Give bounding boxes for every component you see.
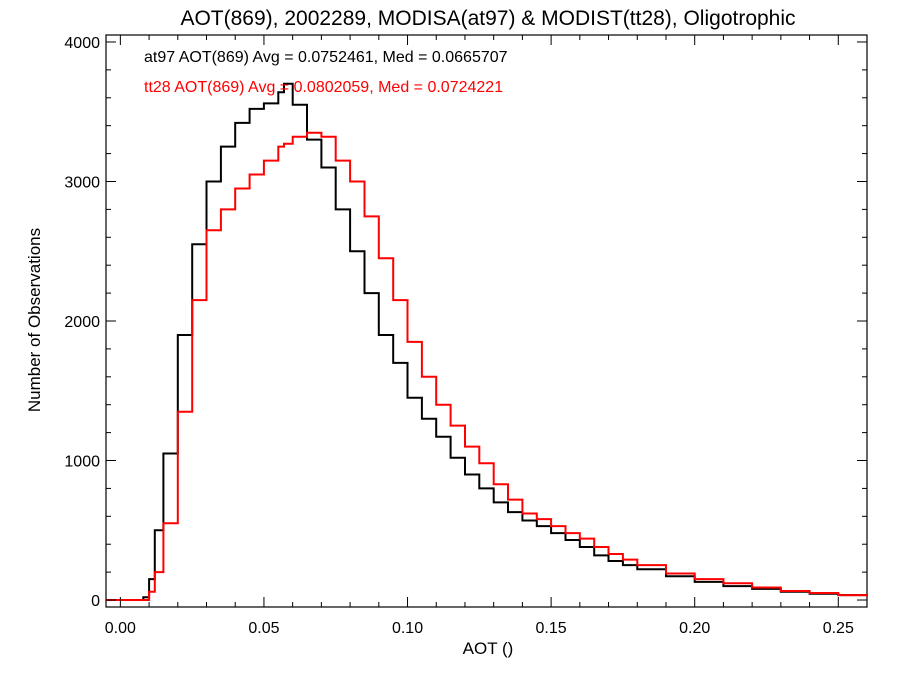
plot-area-frame: [105, 34, 868, 608]
annotation-at97-stats: at97 AOT(869) Avg = 0.0752461, Med = 0.0…: [144, 49, 508, 66]
annotation-tt28-stats: tt28 AOT(869) Avg = 0.0802059, Med = 0.0…: [144, 79, 503, 96]
x-tick-label: 0.25: [823, 620, 854, 637]
y-tick-label: 4000: [64, 35, 100, 52]
x-tick-label: 0.20: [679, 620, 710, 637]
x-tick-label: 0.15: [536, 620, 567, 637]
y-axis-label: Number of Observations: [25, 228, 44, 412]
x-tick-label: 0.10: [392, 620, 423, 637]
y-tick-label: 2000: [64, 314, 100, 331]
x-tick-label: 0.05: [248, 620, 279, 637]
ticks-layer: 0.00 0.05 0.10 0.15 0.20 0.25 0 1000 2000 3000 400…: [64, 35, 867, 637]
x-tick-label: 0.00: [105, 620, 136, 637]
chart-title: AOT(869), 2002289, MODISA(at97) & MODIST…: [180, 7, 795, 30]
series-line-at97: [106, 82, 868, 601]
y-tick-label: 0: [91, 593, 100, 610]
y-tick-label: 3000: [64, 174, 100, 191]
series-line-tt28: [106, 131, 868, 601]
series-layer: [106, 82, 868, 601]
x-axis-label: AOT (): [463, 639, 514, 658]
y-tick-label: 1000: [64, 454, 100, 471]
